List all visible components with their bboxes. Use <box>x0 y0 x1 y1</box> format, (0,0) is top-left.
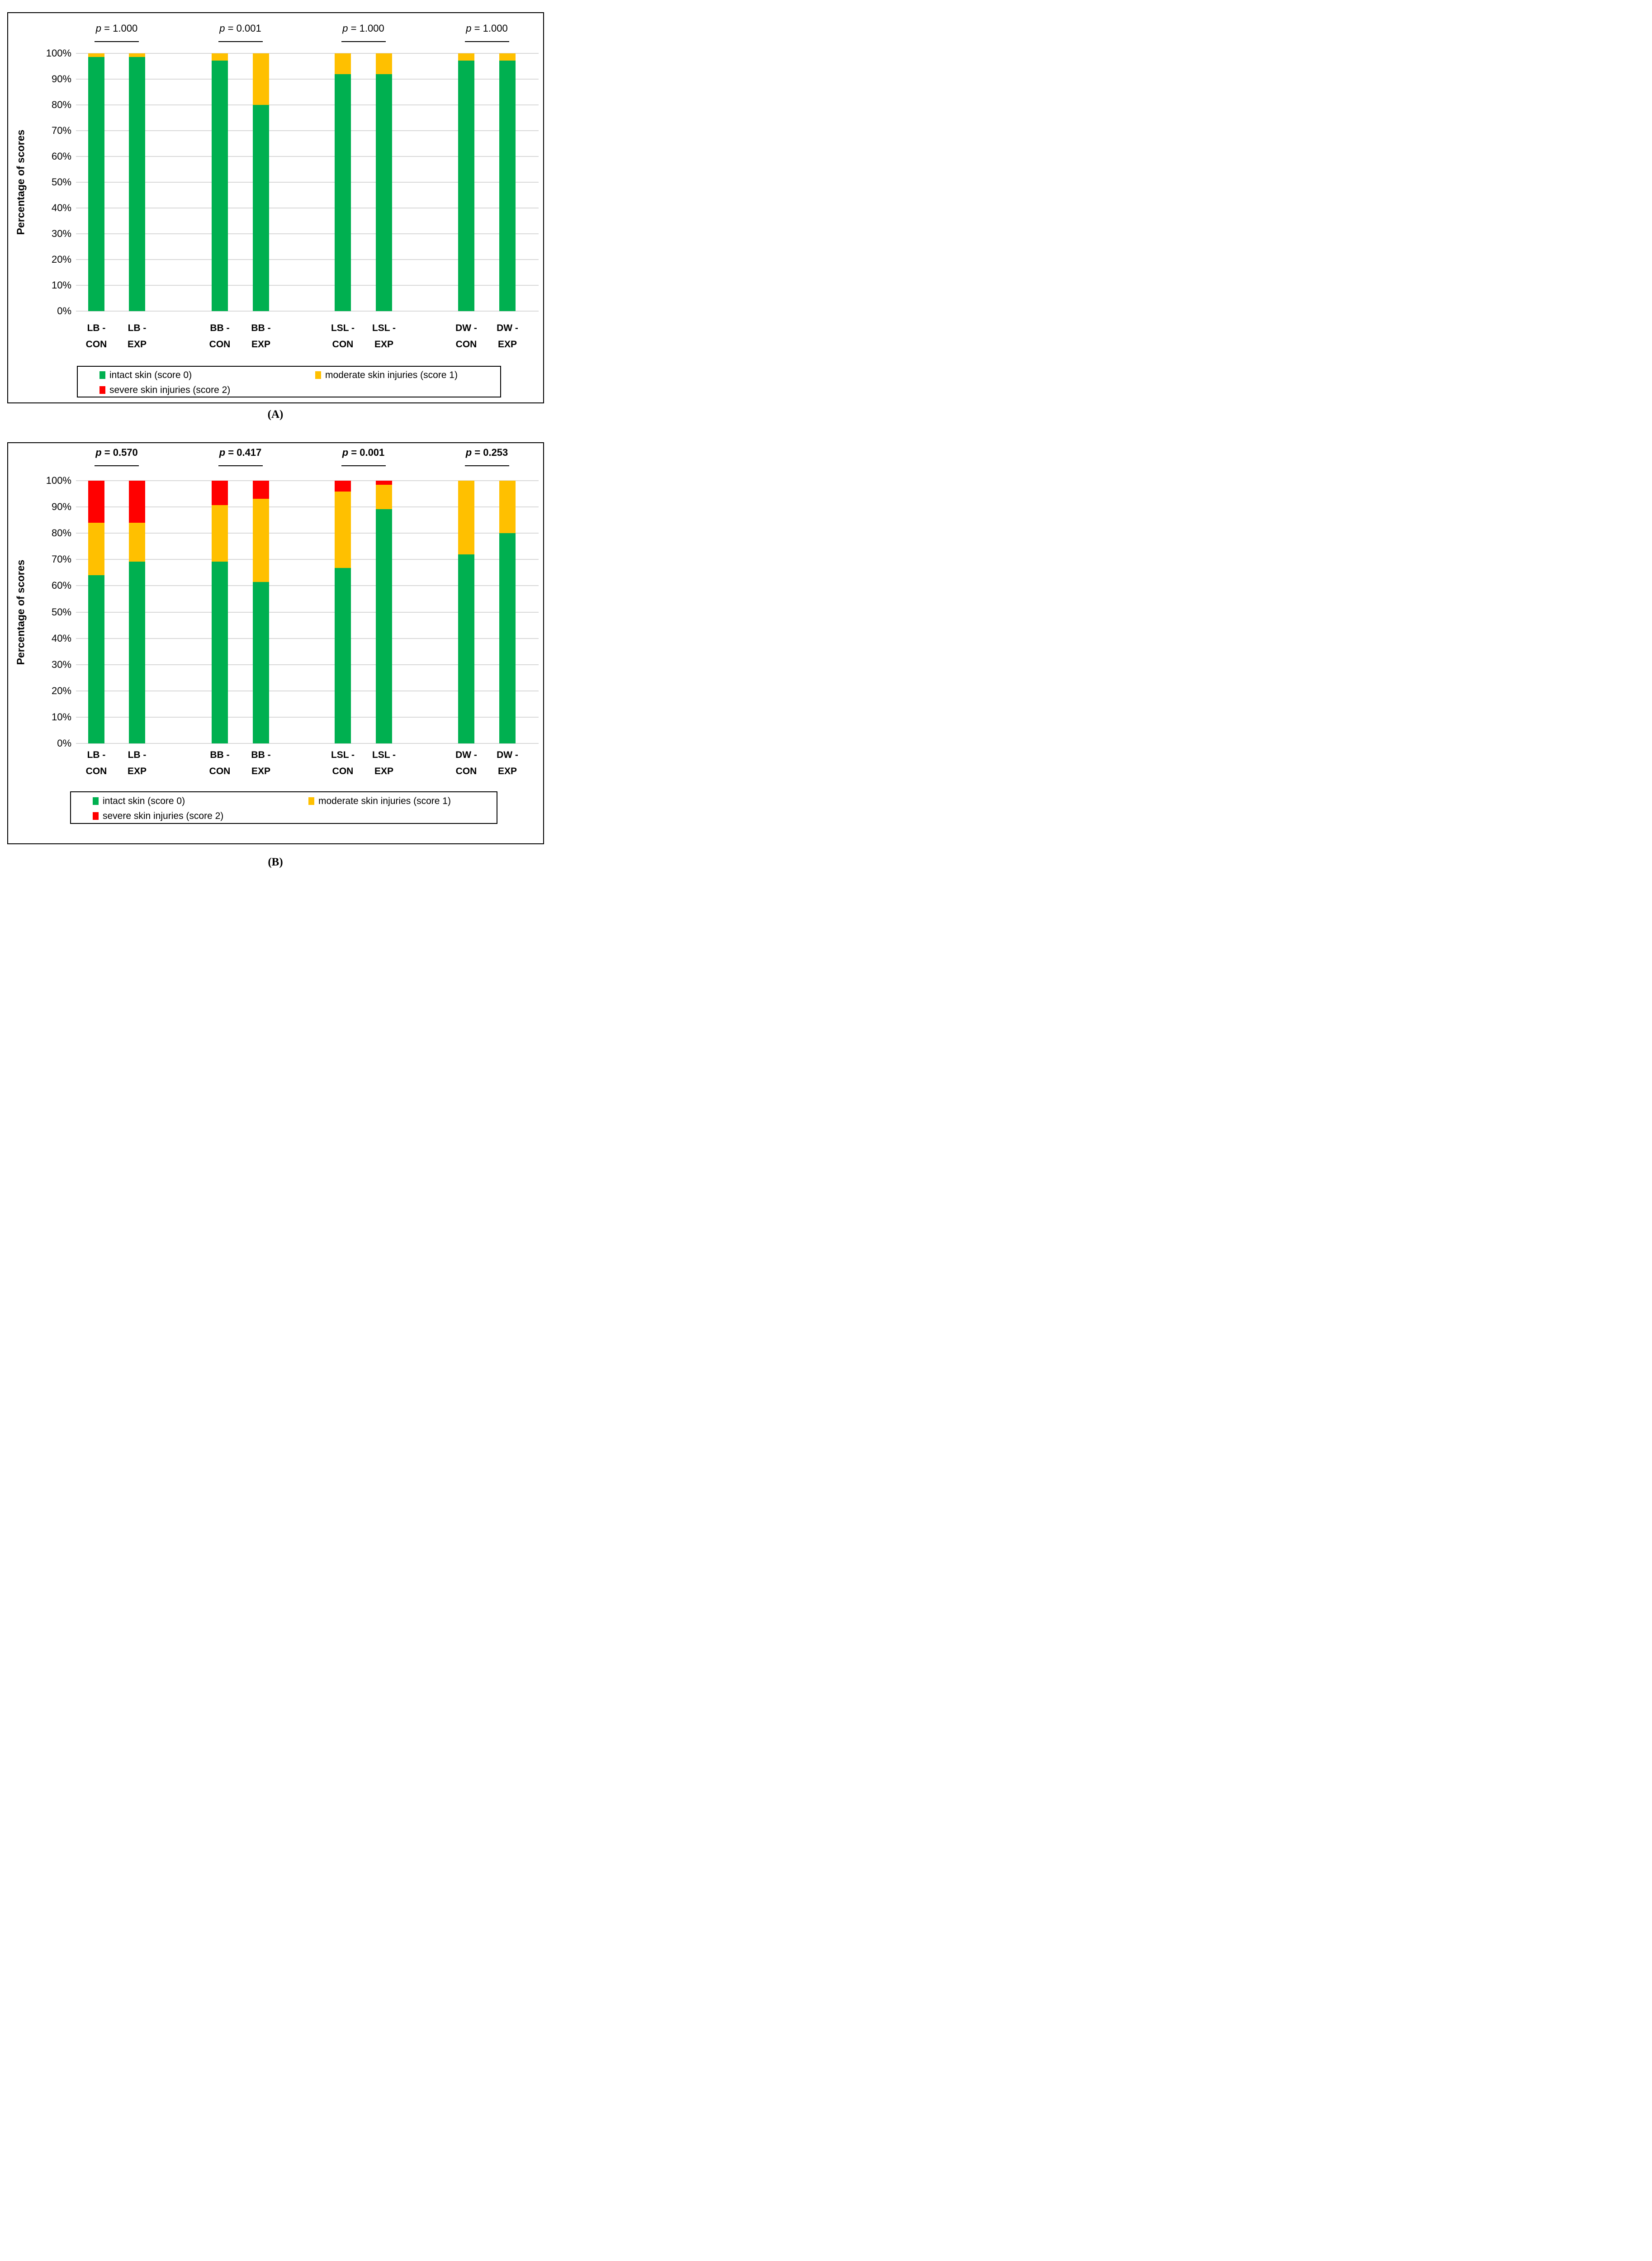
legend-label-intact-skin: intact skin (score 0) <box>109 370 192 380</box>
legend-label-severe-injuries: severe skin injuries (score 2) <box>103 811 224 821</box>
y-axis-title-b: Percentage of scores <box>14 559 27 665</box>
caption-panel-b: (B) <box>268 856 283 868</box>
legend-swatch-intact-skin-icon <box>93 797 99 805</box>
legend-label-moderate-injuries: moderate skin injuries (score 1) <box>325 370 458 380</box>
legend-item-severe-injuries: severe skin injuries (score 2) <box>93 811 223 821</box>
legend-swatch-moderate-injuries-icon <box>308 797 314 805</box>
caption-panel-a: (A) <box>267 408 284 421</box>
legend-swatch-severe-injuries-icon <box>93 812 99 820</box>
legend-swatch-moderate-injuries-icon <box>315 371 321 379</box>
legend-b: intact skin (score 0) moderate skin inju… <box>70 791 497 824</box>
legend-item-moderate-injuries: moderate skin injuries (score 1) <box>315 370 458 380</box>
legend-item-moderate-injuries: moderate skin injuries (score 1) <box>308 796 451 806</box>
legend-label-severe-injuries: severe skin injuries (score 2) <box>109 385 231 395</box>
legend-swatch-intact-skin-icon <box>99 371 105 379</box>
panel-b-border <box>7 442 544 844</box>
legend-label-intact-skin: intact skin (score 0) <box>103 796 185 806</box>
legend-a: intact skin (score 0) moderate skin inju… <box>77 366 501 397</box>
legend-swatch-severe-injuries-icon <box>99 386 105 394</box>
panel-a-border <box>7 12 544 403</box>
legend-item-intact-skin: intact skin (score 0) <box>99 370 192 380</box>
legend-label-moderate-injuries: moderate skin injuries (score 1) <box>318 796 451 806</box>
y-axis-title-a: Percentage of scores <box>14 129 27 235</box>
legend-item-intact-skin: intact skin (score 0) <box>93 796 185 806</box>
legend-item-severe-injuries: severe skin injuries (score 2) <box>99 385 230 395</box>
figure: Percentage of scores 0% 10% 20% 30% 40% 50% 60… <box>0 0 551 878</box>
